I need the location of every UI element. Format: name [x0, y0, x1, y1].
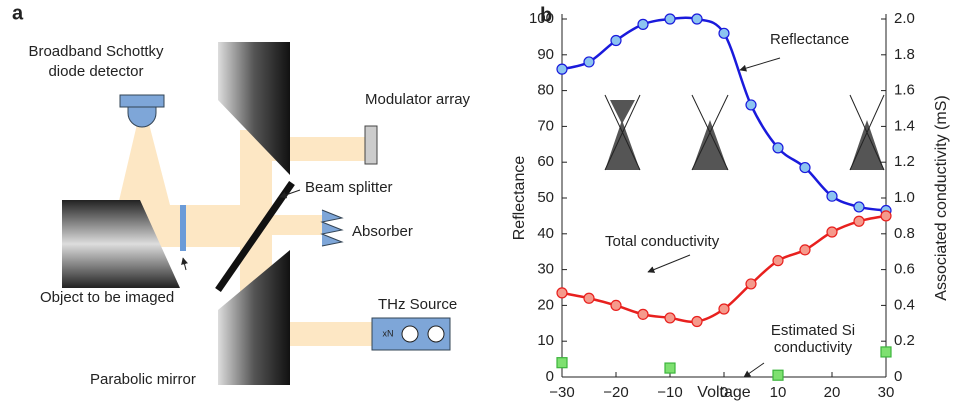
- x-axis-label: Voltage: [697, 384, 750, 401]
- object: [180, 205, 186, 251]
- marker: [772, 255, 784, 267]
- y-tick-label: 0: [546, 368, 554, 385]
- arrow: [743, 362, 765, 378]
- marker: [637, 308, 649, 320]
- y2-tick-label: 1.2: [894, 153, 915, 170]
- marker: [610, 299, 622, 311]
- y2-axis-label: Associated conductivity (mS): [933, 95, 950, 300]
- marker: [826, 226, 838, 238]
- y-tick-label: 90: [537, 46, 554, 63]
- marker: [664, 312, 676, 324]
- marker: [745, 99, 757, 111]
- y2-tick-label: 1.8: [894, 46, 915, 63]
- label: diode detector: [48, 63, 143, 80]
- marker: [799, 161, 811, 174]
- modulator: [364, 125, 378, 165]
- icon: [401, 325, 419, 343]
- detector: [119, 94, 165, 128]
- y-tick-label: 30: [537, 261, 554, 278]
- label: Object to be imaged: [40, 289, 174, 306]
- marker: [745, 278, 757, 290]
- marker: [583, 292, 595, 304]
- x-tick-label: −10: [657, 384, 682, 401]
- y-tick-label: 100: [529, 10, 554, 27]
- y-tick-label: 50: [537, 189, 554, 206]
- marker: [610, 34, 622, 47]
- marker: [556, 287, 568, 299]
- y2-tick-label: 0.6: [894, 261, 915, 278]
- x-tick-label: 10: [770, 384, 787, 401]
- x-tick-label: −30: [549, 384, 574, 401]
- y2-tick-label: 1.0: [894, 189, 915, 206]
- panel-label: b: [540, 4, 552, 26]
- x-tick-label: 20: [824, 384, 841, 401]
- label: Modulator array: [365, 91, 471, 108]
- label: Absorber: [352, 223, 413, 240]
- marker: [880, 210, 892, 222]
- label: Broadband Schottky: [28, 43, 164, 60]
- label: xN: [383, 328, 394, 338]
- icon: [427, 325, 445, 343]
- y-tick-label: 70: [537, 117, 554, 134]
- marker: [637, 18, 649, 30]
- top-mirror: [218, 42, 290, 175]
- y2-tick-label: 0: [894, 368, 902, 385]
- marker: [826, 190, 838, 202]
- marker: [718, 27, 730, 39]
- y-axis-label: Reflectance: [511, 156, 528, 241]
- arrow: [739, 57, 781, 72]
- label: Parabolic mirror: [90, 371, 196, 388]
- y2-tick-label: 0.4: [894, 296, 915, 313]
- bottom-mirror: [218, 250, 290, 385]
- beam-splitter: [215, 181, 295, 292]
- marker: [691, 315, 703, 328]
- x-tick-label: −20: [603, 384, 628, 401]
- diagram: a Broadband Schottky diode detector Modu…: [12, 2, 471, 388]
- annotation: Reflectance: [770, 31, 849, 48]
- y2-tick-label: 2.0: [894, 10, 915, 27]
- x-tick-label: 0: [720, 384, 728, 401]
- marker: [799, 244, 811, 256]
- marker: [772, 142, 784, 154]
- arrow: [647, 254, 691, 273]
- annotation: Total conductivity: [605, 233, 720, 250]
- absorber: [320, 209, 344, 247]
- marker: [664, 362, 676, 374]
- arrow: [181, 257, 188, 271]
- marker: [772, 369, 784, 381]
- marker: [556, 357, 568, 369]
- marker: [556, 63, 568, 75]
- y-tick-label: 80: [537, 82, 554, 99]
- y-tick-label: 60: [537, 153, 554, 170]
- y2-tick-label: 1.6: [894, 82, 915, 99]
- y-tick-label: 10: [537, 332, 554, 349]
- x-tick-label: 30: [878, 384, 895, 401]
- marker: [664, 13, 676, 25]
- label: THz Source: [378, 296, 457, 313]
- cone-icons: [604, 94, 885, 171]
- marker: [853, 201, 865, 213]
- marker: [583, 56, 595, 68]
- marker: [880, 346, 892, 358]
- marker: [718, 303, 730, 315]
- label: Beam splitter: [305, 179, 393, 196]
- y2-tick-label: 0.2: [894, 332, 915, 349]
- y-tick-label: 20: [537, 296, 554, 313]
- y-tick-label: 40: [537, 225, 554, 242]
- y2-tick-label: 0.8: [894, 225, 915, 242]
- marker: [853, 215, 865, 227]
- arrow: [279, 189, 301, 199]
- y2-tick-label: 1.4: [894, 117, 915, 134]
- panel-label: a: [12, 2, 24, 24]
- annotation: Estimated Si conductivity: [770, 322, 856, 356]
- marker: [691, 13, 703, 25]
- chart-annotations: [647, 57, 781, 378]
- left-mirror: [62, 200, 180, 288]
